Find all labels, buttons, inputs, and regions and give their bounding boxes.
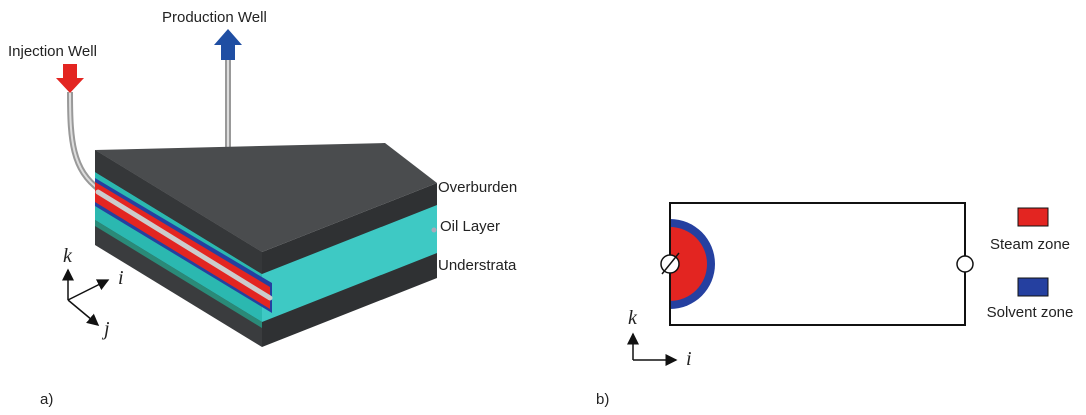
axis-label: j	[101, 318, 110, 340]
layer-boundary	[95, 220, 262, 328]
axis-i	[67, 279, 110, 301]
axis-label: i	[118, 267, 124, 289]
steam-zone	[670, 227, 707, 301]
top-face	[95, 143, 437, 252]
legend-swatch	[1017, 277, 1049, 297]
layer-label: Understrata	[438, 257, 517, 274]
injection-pipe-hl	[69, 91, 101, 191]
legend-label: Solvent zone	[987, 304, 1074, 321]
overburden-left	[95, 150, 262, 274]
well-pipe	[95, 189, 273, 301]
oil-layer-right	[262, 205, 437, 322]
panel-b: Steam zone Solvent zone k i b)	[596, 202, 1074, 408]
layer-label: Overburden	[438, 179, 517, 196]
production-label: Production Well	[162, 9, 267, 26]
layer-label: Oil Layer	[440, 218, 500, 235]
injection-arrow	[56, 64, 84, 93]
injection-label: Injection Well	[8, 43, 97, 60]
production-arrow	[214, 29, 242, 60]
panel-a: Injection Well Production Well Overburde…	[8, 9, 517, 408]
axis-label: k	[63, 245, 73, 267]
well-slash	[661, 252, 680, 275]
panel-label: a)	[40, 391, 53, 408]
axis-j	[67, 299, 100, 326]
axis-label: k	[628, 307, 638, 329]
axis-label: i	[686, 348, 692, 370]
leader-dot	[431, 227, 437, 233]
legend-swatch	[1017, 207, 1049, 227]
production-well	[956, 255, 974, 273]
legend-label: Steam zone	[990, 236, 1070, 253]
panel-label: b)	[596, 391, 609, 408]
